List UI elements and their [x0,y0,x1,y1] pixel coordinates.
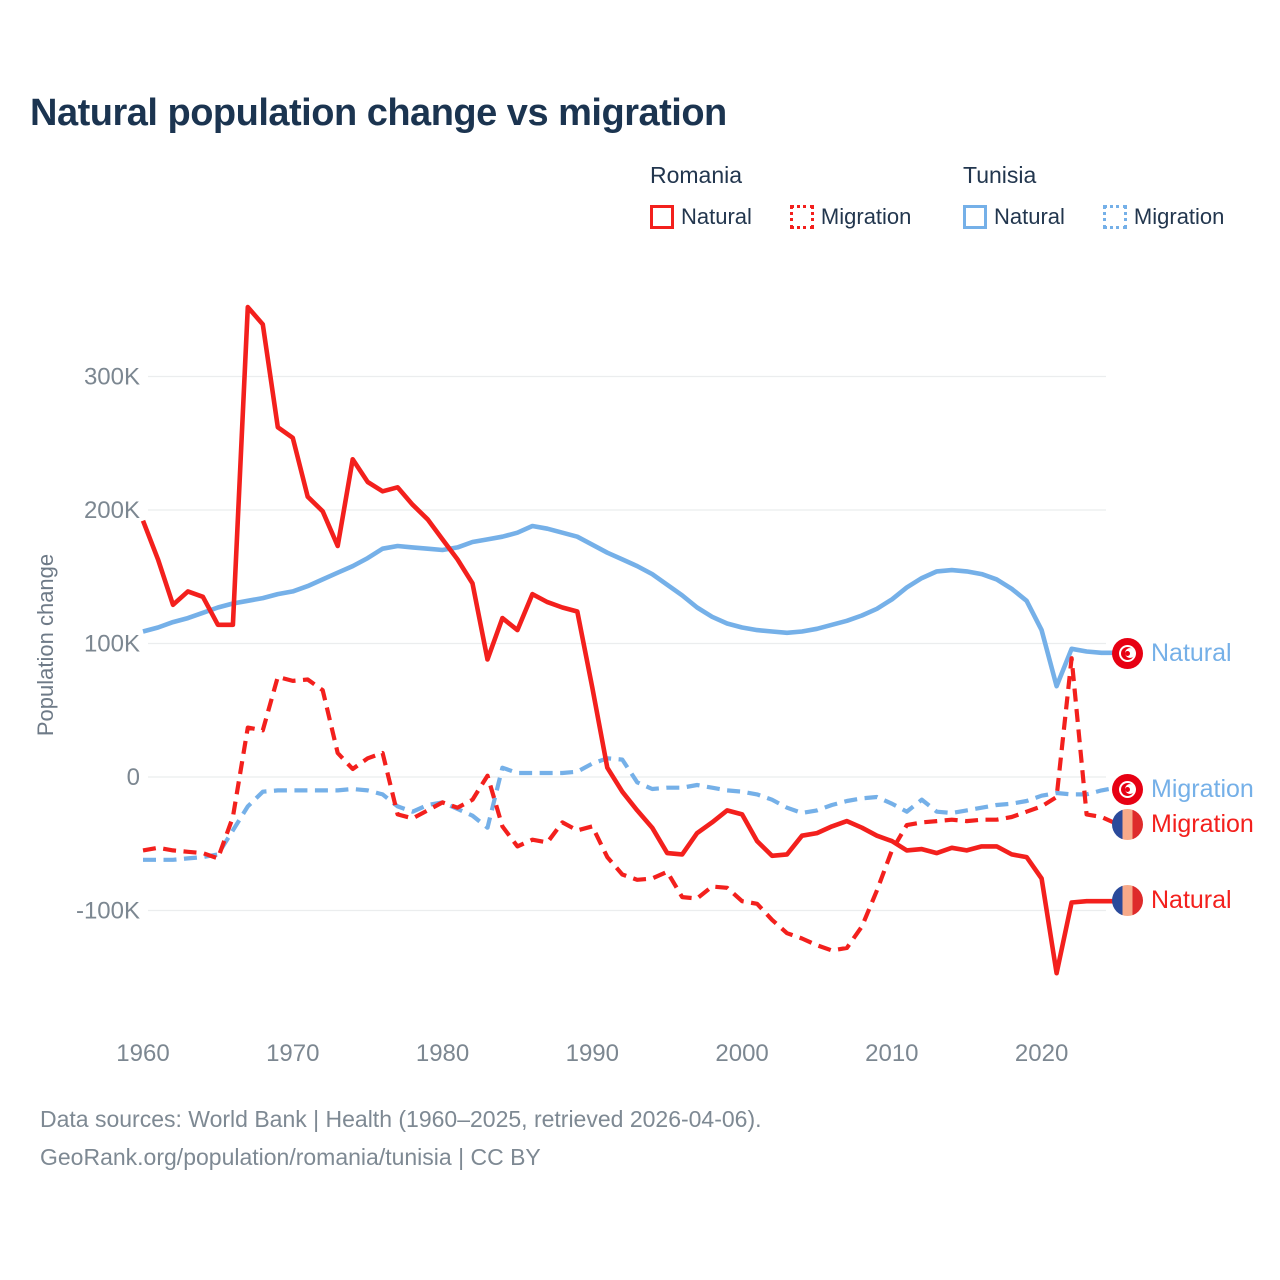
swatch-blue-solid-icon [963,205,987,229]
y-tick-label: 200K [84,497,140,524]
legend-item-label: Natural [994,204,1065,229]
legend-item-tunisia-migration[interactable]: Migration [1102,204,1225,230]
series-line-romania-migration [142,656,1118,953]
end-label-text: Natural [1151,885,1232,914]
swatch-red-solid-icon [650,205,674,229]
tunisia-flag-icon [1112,637,1143,669]
y-tick-label: 100K [84,631,140,658]
legend-item-label: Migration [1133,204,1225,229]
x-tick-label: 2010 [865,1040,918,1067]
y-axis-title: Population change [33,553,58,737]
data-sources-line: Data sources: World Bank | Health (1960–… [40,1106,762,1132]
end-label-romania-migration: Migration [1112,808,1254,840]
legend-row: Natural Migration [650,204,911,230]
swatch-blue-dotted-icon [1102,205,1127,229]
legend-item-tunisia-natural[interactable]: Natural [963,204,1065,230]
legend-item-romania-migration[interactable]: Migration [789,204,912,230]
y-tick-label: -100K [76,898,140,925]
series-line-tunisia-natural [142,523,1117,689]
legend-item-label: Migration [820,204,912,229]
y-tick-label: 0 [127,764,140,791]
x-tick-label: 2000 [715,1040,768,1067]
series-line-tunisia-migration [143,756,1117,862]
tunisia-flag-icon [1112,773,1143,805]
end-label-text: Migration [1151,809,1254,838]
page-title: Natural population change vs migration [30,92,727,134]
x-tick-label: 1970 [266,1040,319,1067]
end-label-text: Migration [1151,774,1254,803]
romania-flag-icon [1112,884,1143,916]
legend-group-tunisia: Tunisia Natural Migration [963,162,1224,230]
legend-country-romania: Romania [650,162,743,188]
end-label-text: Natural [1151,638,1232,667]
end-label-tunisia-migration: Migration [1112,773,1254,805]
legend-item-label: Natural [681,204,752,229]
end-label-tunisia-natural: Natural [1112,637,1232,669]
x-tick-label: 1960 [116,1040,169,1067]
legend-group-romania: Romania Natural Migration [650,162,911,230]
end-label-romania-natural: Natural [1112,884,1232,916]
attribution-line: GeoRank.org/population/romania/tunisia |… [40,1144,541,1170]
x-tick-label: 2020 [1015,1040,1068,1067]
series-line-romania-natural [140,304,1117,976]
romania-flag-icon [1112,808,1143,840]
legend-row: Natural Migration [963,204,1224,230]
legend-country-tunisia: Tunisia [963,162,1037,188]
swatch-red-dotted-icon [789,205,814,229]
y-tick-label: 300K [84,364,140,391]
x-tick-label: 1980 [416,1040,469,1067]
legend-item-romania-natural[interactable]: Natural [650,204,752,230]
x-tick-label: 1990 [566,1040,619,1067]
